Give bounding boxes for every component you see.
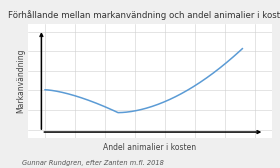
Title: Förhållande mellan markanvändning och andel animalier i kosten: Förhållande mellan markanvändning och an…	[8, 10, 280, 20]
Text: Gunnar Rundgren, efter Zanten m.fl. 2018: Gunnar Rundgren, efter Zanten m.fl. 2018	[22, 160, 164, 166]
Text: Markanvändning: Markanvändning	[17, 48, 25, 113]
Text: Andel animalier i kosten: Andel animalier i kosten	[103, 143, 196, 153]
